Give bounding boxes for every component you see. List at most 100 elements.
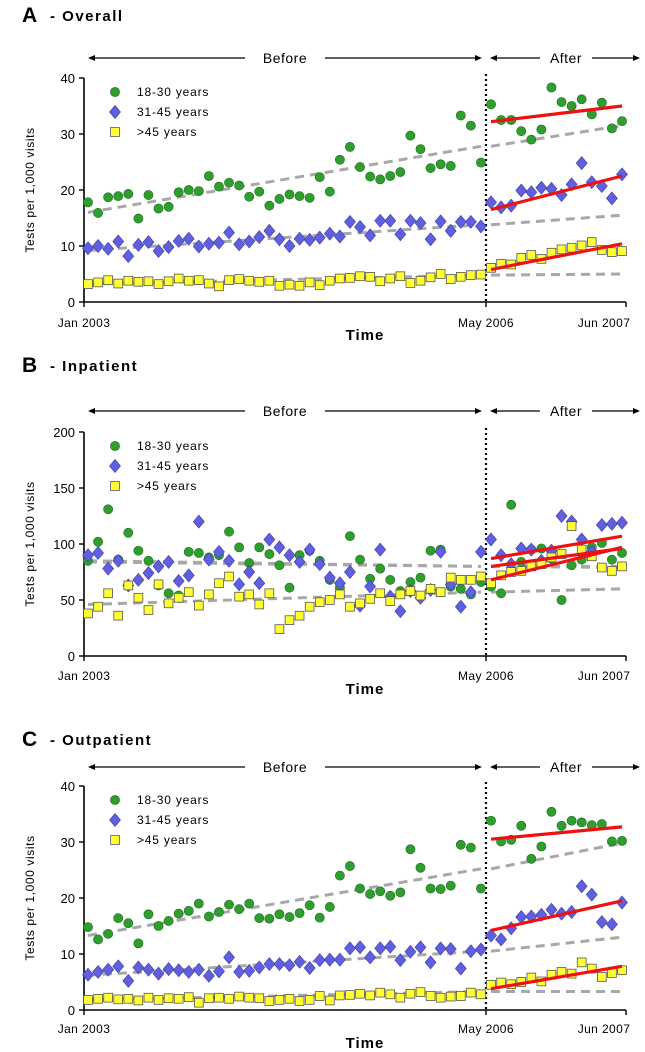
data-point-18-30 xyxy=(93,208,103,218)
data-point-18-30 xyxy=(375,563,386,574)
data-point-18-30 xyxy=(93,536,103,547)
data-point-18-30 xyxy=(173,187,184,198)
data-point-over-45 xyxy=(173,592,184,603)
data-point-18-30 xyxy=(133,213,144,224)
data-point-31-45 xyxy=(485,195,497,210)
data-point-31-45 xyxy=(475,544,487,559)
data-point-over-45 xyxy=(617,965,627,976)
data-point-31-45 xyxy=(182,568,195,583)
data-point-31-45 xyxy=(323,952,336,967)
data-point-18-30 xyxy=(476,157,486,168)
y-tick-label: 30 xyxy=(61,127,75,142)
data-point-18-30 xyxy=(455,839,466,850)
chart-panel-a: A - Overall Before After 0 10 20 30 40 Jan 2003 Ma… xyxy=(22,4,640,344)
data-point-over-45 xyxy=(163,598,174,609)
data-point-over-45 xyxy=(425,584,436,594)
data-point-over-45 xyxy=(415,275,426,286)
data-point-over-45 xyxy=(445,274,456,284)
data-point-31-45 xyxy=(606,516,618,531)
legend-marker-square xyxy=(110,835,120,845)
data-point-over-45 xyxy=(234,274,244,284)
data-point-over-45 xyxy=(476,269,486,280)
data-point-31-45 xyxy=(575,879,588,894)
data-point-over-45 xyxy=(314,991,325,1001)
data-point-18-30 xyxy=(425,163,436,174)
data-point-18-30 xyxy=(163,588,174,599)
data-point-31-45 xyxy=(565,177,578,192)
data-point-18-30 xyxy=(375,174,386,185)
data-point-over-45 xyxy=(103,275,113,285)
data-point-over-45 xyxy=(466,270,476,280)
data-point-31-45 xyxy=(616,515,628,530)
data-point-31-45 xyxy=(273,957,286,972)
data-point-18-30 xyxy=(314,912,325,923)
data-point-31-45 xyxy=(354,940,366,955)
data-point-18-30 xyxy=(314,172,325,183)
data-point-31-45 xyxy=(444,223,457,238)
data-point-18-30 xyxy=(415,144,426,155)
data-point-18-30 xyxy=(254,186,265,197)
y-tick-label: 150 xyxy=(53,481,75,496)
data-point-31-45 xyxy=(293,231,306,246)
data-point-31-45 xyxy=(172,573,185,588)
data-point-18-30 xyxy=(506,499,517,510)
data-point-over-45 xyxy=(244,275,255,286)
data-point-over-45 xyxy=(405,278,416,288)
data-point-18-30 xyxy=(355,883,365,894)
data-point-31-45 xyxy=(434,214,447,229)
data-point-18-30 xyxy=(445,161,456,171)
data-point-31-45 xyxy=(162,962,175,977)
data-point-18-30 xyxy=(455,110,466,121)
y-tick-label: 10 xyxy=(61,239,75,254)
data-point-18-30 xyxy=(395,167,406,177)
data-point-31-45 xyxy=(213,235,225,250)
data-point-over-45 xyxy=(586,237,597,247)
data-point-over-45 xyxy=(224,571,234,582)
x-tick-label: Jan 2003 xyxy=(58,1022,111,1036)
x-tick-label: May 2006 xyxy=(458,316,514,330)
data-point-31-45 xyxy=(535,180,548,195)
after-arrowhead-left xyxy=(489,55,497,61)
data-point-18-30 xyxy=(264,549,275,559)
data-point-31-45 xyxy=(303,542,316,557)
data-point-18-30 xyxy=(435,884,446,894)
data-point-over-45 xyxy=(153,279,164,289)
data-point-31-45 xyxy=(384,213,397,228)
data-point-over-45 xyxy=(244,589,255,600)
data-point-over-45 xyxy=(365,594,375,604)
data-point-31-45 xyxy=(333,229,346,244)
y-axis-title: Tests per 1,000 visits xyxy=(23,835,37,960)
data-point-31-45 xyxy=(424,232,437,247)
data-point-over-45 xyxy=(183,992,194,1002)
data-point-18-30 xyxy=(234,904,245,915)
panel-letter: C xyxy=(22,728,37,751)
legend-marker-square xyxy=(110,481,120,491)
data-point-31-45 xyxy=(92,239,104,253)
data-point-over-45 xyxy=(183,587,194,597)
data-point-31-45 xyxy=(92,545,104,560)
legend-marker-circle xyxy=(110,441,120,451)
data-point-31-45 xyxy=(243,565,256,579)
data-point-31-45 xyxy=(132,237,145,252)
data-point-18-30 xyxy=(607,554,617,565)
data-point-18-30 xyxy=(264,200,275,211)
data-point-over-45 xyxy=(476,989,486,1000)
data-point-31-45 xyxy=(192,962,205,977)
legend-label: 18-30 years xyxy=(137,85,209,99)
data-point-over-45 xyxy=(254,277,265,287)
data-point-18-30 xyxy=(183,185,194,195)
before-arrowhead-left xyxy=(88,408,95,414)
data-point-18-30 xyxy=(224,526,234,537)
data-point-over-45 xyxy=(325,595,335,605)
data-point-18-30 xyxy=(334,870,345,881)
data-point-18-30 xyxy=(123,918,134,929)
data-point-31-45 xyxy=(374,542,387,557)
data-point-31-45 xyxy=(243,234,256,249)
data-point-31-45 xyxy=(162,240,175,255)
data-point-over-45 xyxy=(335,273,345,284)
panel-letter: B xyxy=(22,354,37,377)
data-point-31-45 xyxy=(223,950,235,965)
data-point-18-30 xyxy=(465,842,476,853)
data-point-31-45 xyxy=(233,964,246,979)
